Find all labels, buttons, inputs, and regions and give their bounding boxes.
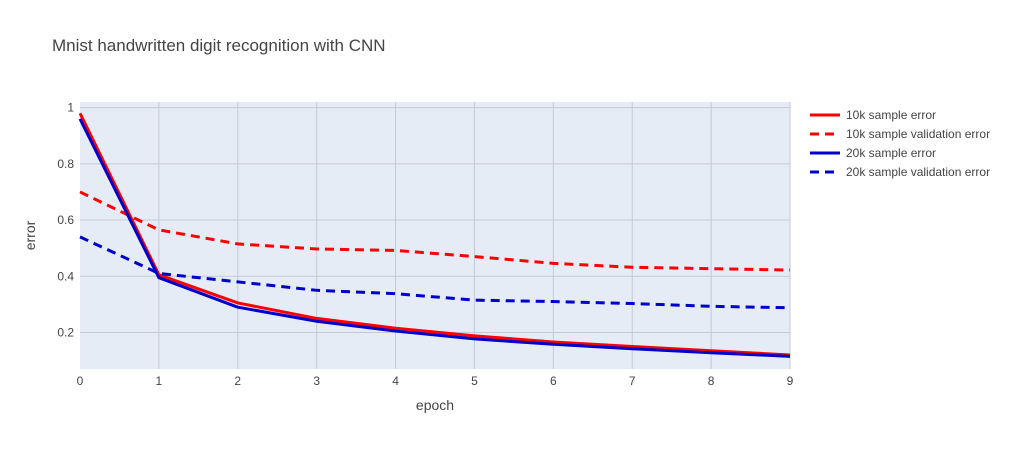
series-line-1 [78, 112, 791, 357]
legend-item-4[interactable]: 20k sample validation error [810, 165, 990, 179]
series-line-3 [78, 118, 791, 358]
legend[interactable]: 10k sample error 10k sample validation er… [810, 108, 990, 179]
legend-label: 10k sample validation error [846, 127, 990, 141]
y-tick-label: 1 [67, 101, 74, 115]
x-tick-label: 1 [156, 374, 163, 388]
x-tick-label: 5 [471, 374, 478, 388]
x-tick-label: 0 [77, 374, 84, 388]
series-line-2 [79, 190, 791, 272]
x-tick-label: 2 [234, 374, 241, 388]
legend-label: 20k sample error [846, 146, 936, 160]
x-tick-label: 6 [550, 374, 557, 388]
plot-area [80, 102, 790, 369]
legend-item-3[interactable]: 20k sample error [810, 146, 936, 160]
series-line-4 [79, 235, 791, 310]
y-tick-label: 0.4 [57, 269, 74, 283]
y-tick-label: 0.6 [57, 213, 74, 227]
x-tick-label: 4 [392, 374, 399, 388]
y-tick-label: 0.2 [57, 325, 74, 339]
x-tick-label: 9 [787, 374, 794, 388]
y-tick-labels: 0.2 0.4 0.6 0.8 1 [57, 101, 74, 340]
y-axis-label: error [22, 220, 38, 250]
x-axis-label: epoch [416, 397, 454, 413]
legend-item-1[interactable]: 10k sample error [810, 108, 936, 122]
legend-label: 10k sample error [846, 108, 936, 122]
y-tick-label: 0.8 [57, 157, 74, 171]
x-tick-labels: 0 1 2 3 4 5 6 7 8 9 [77, 374, 794, 388]
chart-title: Mnist handwritten digit recognition with… [52, 36, 386, 55]
legend-label: 20k sample validation error [846, 165, 990, 179]
legend-item-2[interactable]: 10k sample validation error [810, 127, 990, 141]
x-tick-label: 3 [313, 374, 320, 388]
x-tick-label: 8 [708, 374, 715, 388]
series-lines [78, 112, 791, 358]
x-tick-label: 7 [629, 374, 636, 388]
